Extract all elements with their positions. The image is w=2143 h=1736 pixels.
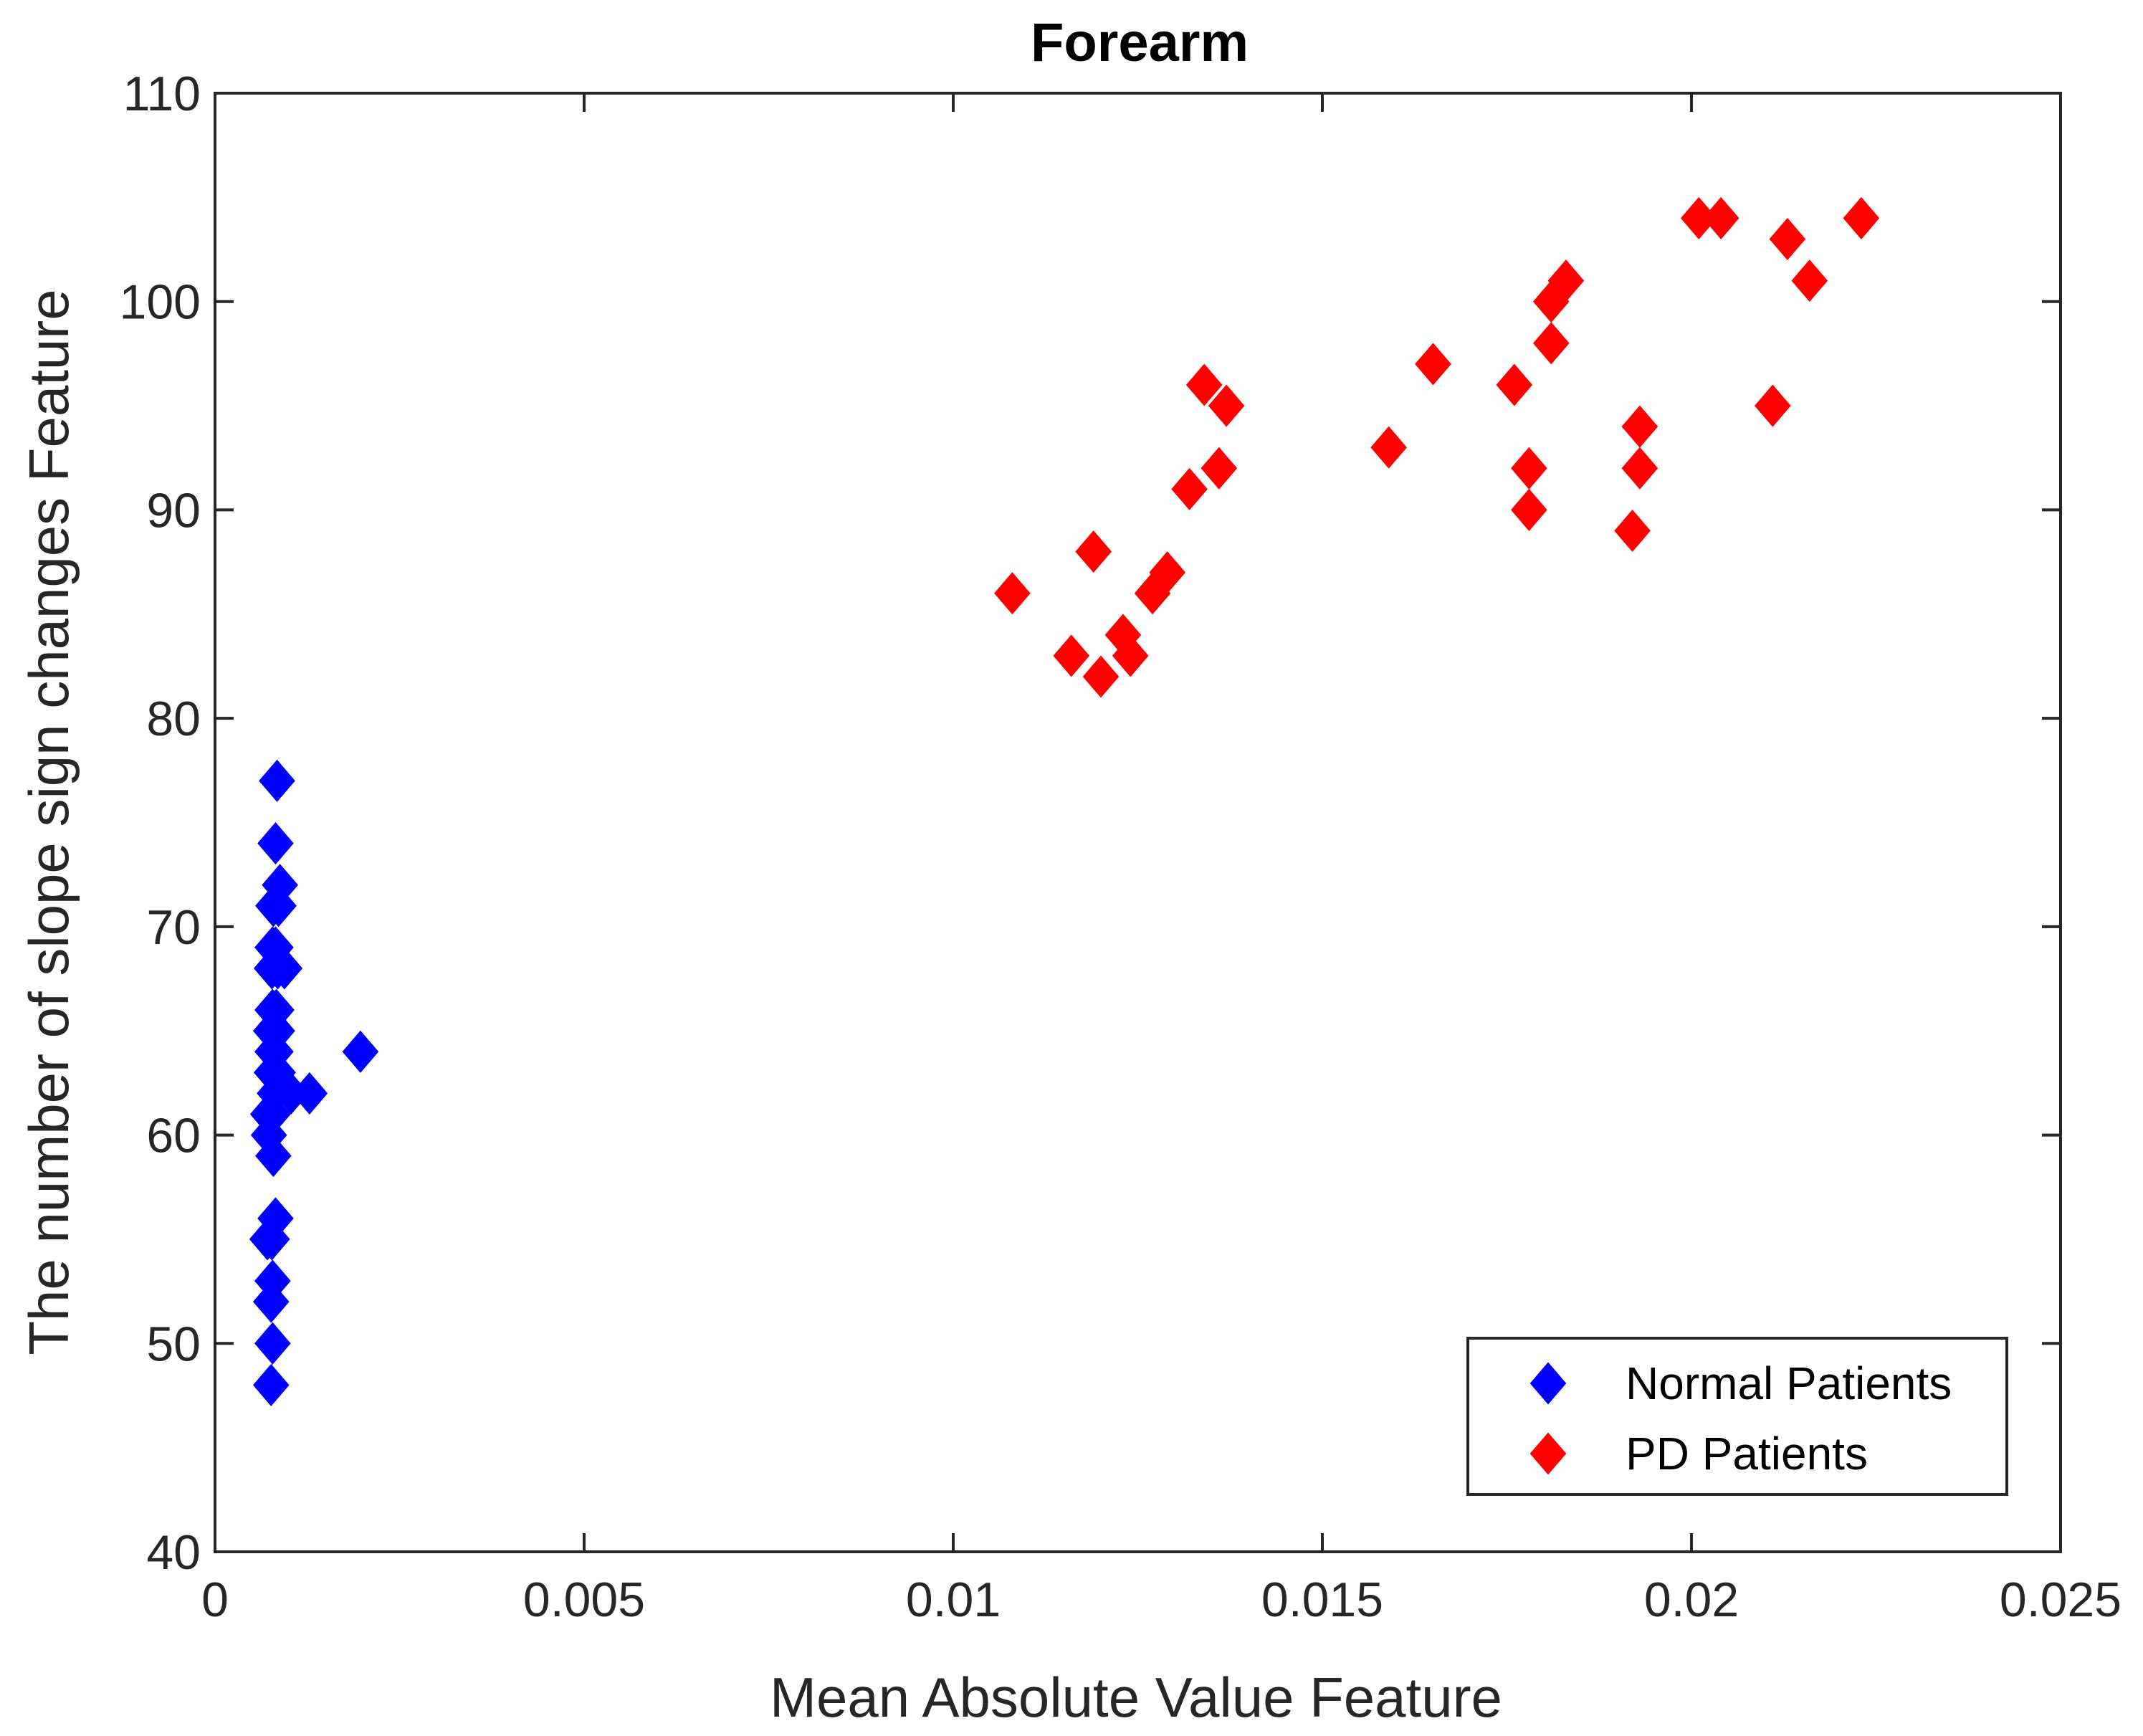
legend-label: PD Patients xyxy=(1626,1428,1868,1479)
data-point xyxy=(1415,343,1451,386)
data-point xyxy=(255,1135,292,1178)
data-point xyxy=(249,1218,286,1261)
data-point xyxy=(1769,217,1806,261)
y-axis-ticks: 40 50 60 70 80 90 100 110 xyxy=(120,67,2061,1580)
data-point xyxy=(260,884,297,927)
data-point xyxy=(1791,259,1828,302)
data-point xyxy=(1496,363,1533,406)
legend: Normal Patients PD Patients xyxy=(1466,1337,2008,1496)
x-tick-label: 0.025 xyxy=(2000,1573,2121,1627)
plot-area-frame xyxy=(214,92,2062,1553)
data-point xyxy=(259,947,296,990)
data-point xyxy=(1201,447,1238,490)
data-point xyxy=(1149,551,1186,594)
y-tick-label: 90 xyxy=(146,483,201,538)
data-point xyxy=(1547,259,1585,302)
data-point xyxy=(994,572,1031,615)
data-point xyxy=(1075,530,1112,573)
legend-label: Normal Patients xyxy=(1626,1358,1952,1409)
legend-box xyxy=(1466,1337,2008,1496)
data-point xyxy=(1208,384,1245,427)
y-tick-label: 110 xyxy=(123,67,201,121)
x-tick-label: 0.005 xyxy=(523,1573,645,1627)
data-point xyxy=(1511,488,1547,531)
data-point xyxy=(1754,384,1791,427)
y-tick-label: 60 xyxy=(146,1109,201,1163)
data-point xyxy=(254,1322,291,1365)
data-point xyxy=(257,822,294,865)
data-point xyxy=(259,759,295,802)
legend-marker xyxy=(1529,1432,1567,1475)
data-point xyxy=(1370,426,1408,469)
data-point xyxy=(1702,196,1739,239)
data-point xyxy=(252,1280,290,1323)
data-point xyxy=(1532,322,1570,365)
legend-marker xyxy=(1529,1362,1567,1405)
data-point xyxy=(252,1363,290,1406)
x-axis-ticks: 0 0.005 0.01 0.015 0.02 0.025 xyxy=(201,93,2121,1627)
data-point xyxy=(1511,447,1547,490)
data-point xyxy=(1171,467,1208,510)
series-0 xyxy=(249,759,379,1406)
data-point xyxy=(1112,634,1149,677)
data-point xyxy=(1082,655,1120,698)
x-tick-label: 0.02 xyxy=(1644,1573,1739,1627)
data-point xyxy=(1843,196,1880,239)
data-points xyxy=(249,196,1880,1406)
data-point xyxy=(1614,509,1651,553)
y-tick-label: 50 xyxy=(146,1317,201,1371)
y-tick-label: 70 xyxy=(146,900,201,955)
series-1 xyxy=(994,196,1880,698)
y-tick-label: 100 xyxy=(120,275,201,330)
y-tick-label: 80 xyxy=(146,692,201,746)
y-tick-label: 40 xyxy=(146,1525,201,1580)
data-point xyxy=(1621,405,1658,448)
data-point xyxy=(291,1072,328,1115)
x-tick-label: 0.01 xyxy=(906,1573,1001,1627)
data-point xyxy=(1053,634,1090,677)
chart-title: Forearm xyxy=(1031,12,1249,73)
data-point xyxy=(1621,447,1658,490)
data-point xyxy=(342,1030,379,1073)
data-point xyxy=(1185,363,1223,406)
x-axis-label: Mean Absolute Value Feature xyxy=(770,1666,1502,1729)
x-tick-label: 0.015 xyxy=(1261,1573,1383,1627)
y-axis-label: The number of slope sign changes Feature xyxy=(17,289,80,1355)
x-tick-label: 0 xyxy=(201,1573,229,1627)
